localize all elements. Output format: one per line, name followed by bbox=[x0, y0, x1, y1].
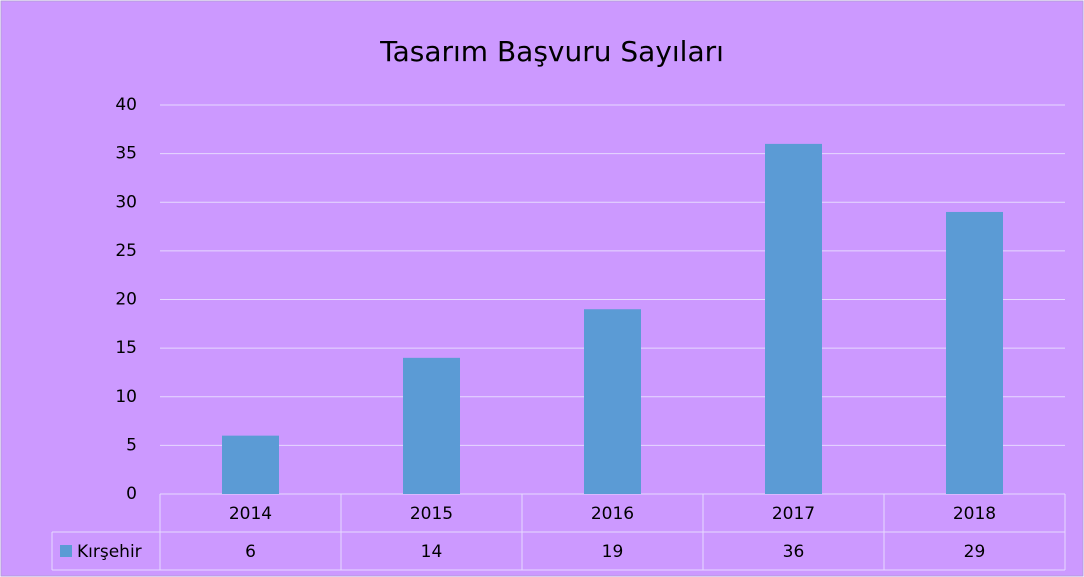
y-tick-label: 0 bbox=[126, 484, 137, 504]
table-value: 36 bbox=[783, 542, 805, 562]
x-tick-label: 2017 bbox=[772, 504, 815, 524]
legend-label: Kırşehir bbox=[77, 542, 142, 562]
bar bbox=[403, 357, 460, 494]
table-value: 19 bbox=[602, 542, 624, 562]
bar bbox=[222, 435, 279, 494]
y-tick-label: 10 bbox=[115, 387, 137, 407]
y-tick-label: 5 bbox=[126, 435, 137, 455]
y-tick-label: 20 bbox=[115, 290, 137, 310]
x-tick-label: 2015 bbox=[410, 504, 453, 524]
chart-title: Tasarım Başvuru Sayıları bbox=[379, 35, 724, 68]
table-value: 14 bbox=[421, 542, 443, 562]
bar bbox=[946, 211, 1003, 494]
bar bbox=[584, 309, 641, 494]
table-value: 29 bbox=[964, 542, 986, 562]
y-tick-label: 15 bbox=[115, 338, 137, 358]
y-tick-label: 40 bbox=[115, 95, 137, 115]
table-value: 6 bbox=[245, 542, 256, 562]
y-tick-label: 35 bbox=[115, 144, 137, 164]
x-tick-label: 2014 bbox=[229, 504, 272, 524]
x-tick-label: 2018 bbox=[953, 504, 996, 524]
x-tick-label: 2016 bbox=[591, 504, 634, 524]
y-tick-label: 25 bbox=[115, 241, 137, 261]
bar bbox=[765, 143, 822, 494]
legend-marker bbox=[60, 545, 72, 557]
y-tick-label: 30 bbox=[115, 192, 137, 212]
